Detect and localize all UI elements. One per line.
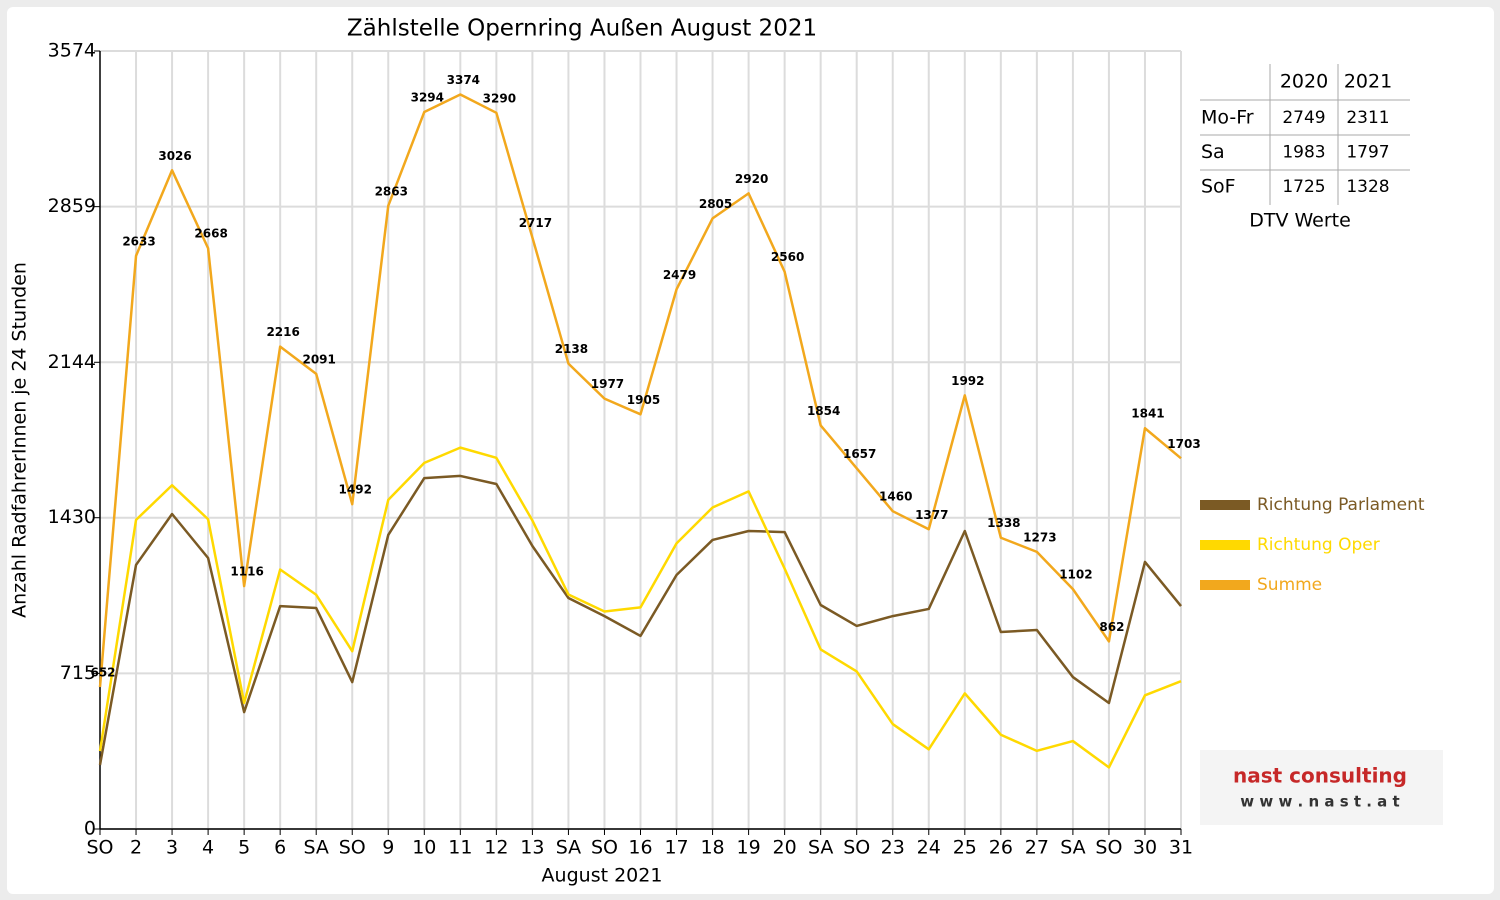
data-label: 862 — [1099, 620, 1124, 634]
y-axis-title: Anzahl RadfahrerInnen je 24 Stunden — [9, 262, 31, 618]
data-label: 652 — [90, 666, 115, 680]
x-tick-label: 3 — [166, 837, 178, 859]
data-label: 1273 — [1023, 530, 1056, 544]
x-tick-label: 10 — [412, 837, 436, 859]
table-header: 2021 — [1344, 71, 1392, 93]
x-tick-label: 23 — [881, 837, 905, 859]
series-line — [98, 474, 1182, 766]
panel — [7, 7, 1494, 894]
data-label: 1854 — [807, 404, 840, 418]
legend-label: Summe — [1257, 575, 1322, 595]
table-row-label: SoF — [1201, 176, 1236, 198]
data-label: 2138 — [555, 342, 588, 356]
data-label: 1977 — [591, 377, 624, 391]
table-caption: DTV Werte — [1249, 210, 1351, 232]
table-cell: 1328 — [1346, 177, 1389, 197]
data-label: 2717 — [519, 216, 552, 230]
data-label: 1492 — [339, 483, 372, 497]
legend-swatch — [1200, 540, 1250, 550]
x-tick-label: 5 — [238, 837, 250, 859]
x-tick-label: 6 — [274, 837, 286, 859]
legend-swatch — [1200, 580, 1250, 590]
y-tick-label: 0 — [84, 818, 96, 840]
data-label: 1338 — [987, 516, 1020, 530]
data-label: 1377 — [915, 508, 948, 522]
data-label: 1905 — [627, 393, 660, 407]
data-label: 1102 — [1059, 568, 1092, 582]
x-tick-label: 30 — [1133, 837, 1157, 859]
x-axis-title: August 2021 — [542, 865, 663, 887]
x-tick-label: SO — [591, 837, 618, 859]
x-tick-label: 24 — [917, 837, 941, 859]
x-tick-label: SA — [556, 837, 581, 859]
table-cell: 1725 — [1282, 177, 1325, 197]
data-label: 3026 — [158, 149, 191, 163]
dtv-table: DTV Werte — [1200, 64, 1410, 232]
x-tick-label: SO — [86, 837, 113, 859]
y-tick-label: 1430 — [48, 506, 96, 528]
legend-label: Richtung Parlament — [1257, 495, 1425, 515]
data-label: 1116 — [230, 565, 263, 579]
data-label: 1657 — [843, 447, 876, 461]
x-tick-label: SO — [339, 837, 366, 859]
legend-label: Richtung Oper — [1257, 535, 1380, 555]
data-label: 2633 — [122, 234, 155, 248]
x-tick-label: 27 — [1025, 837, 1049, 859]
table-row-label: Sa — [1201, 141, 1225, 163]
y-tick-label: 715 — [60, 662, 96, 684]
y-tick-label: 2144 — [48, 351, 96, 373]
y-tick-label: 3574 — [48, 40, 96, 62]
chart-title: Zählstelle Opernring Außen August 2021 — [347, 16, 817, 42]
x-tick-label: SA — [1060, 837, 1085, 859]
x-tick-label: 16 — [628, 837, 652, 859]
x-tick-label: 13 — [520, 837, 544, 859]
table-cell: 1797 — [1346, 143, 1389, 163]
x-tick-label: SO — [843, 837, 870, 859]
table-cell: 2749 — [1282, 108, 1325, 128]
logo-url: w w w . n a s t . a t — [1240, 793, 1399, 811]
data-label: 1992 — [951, 374, 984, 388]
table-cell: 2311 — [1346, 108, 1389, 128]
table-cell: 1983 — [1282, 143, 1325, 163]
data-label: 2863 — [375, 184, 408, 198]
legend-swatch — [1200, 500, 1250, 510]
data-label: 1841 — [1131, 407, 1164, 421]
x-tick-label: 4 — [202, 837, 214, 859]
logo-name: nast consulting — [1233, 764, 1407, 788]
x-tick-label: 18 — [700, 837, 724, 859]
x-tick-label: 11 — [448, 837, 472, 859]
data-label: 3294 — [411, 90, 444, 104]
data-label: 2668 — [194, 227, 227, 241]
x-tick-label: SA — [303, 837, 328, 859]
x-tick-label: 19 — [737, 837, 761, 859]
data-label: 2805 — [699, 197, 732, 211]
x-tick-label: SO — [1095, 837, 1122, 859]
data-label: 3290 — [483, 91, 516, 105]
table-row-label: Mo-Fr — [1201, 107, 1254, 129]
data-label: 1703 — [1167, 437, 1200, 451]
data-label: 2479 — [663, 268, 696, 282]
y-tick-label: 2859 — [48, 195, 96, 217]
data-label: 1460 — [879, 490, 912, 504]
x-tick-label: SA — [808, 837, 833, 859]
series-line — [98, 93, 1182, 688]
x-tick-label: 31 — [1169, 837, 1193, 859]
data-label: 2091 — [302, 352, 335, 366]
data-label: 2920 — [735, 172, 768, 186]
series-line — [98, 446, 1182, 769]
x-tick-label: 17 — [664, 837, 688, 859]
x-tick-label: 2 — [130, 837, 142, 859]
x-tick-label: 25 — [953, 837, 977, 859]
table-header: 2020 — [1280, 71, 1328, 93]
logo-box — [1200, 750, 1443, 825]
data-label: 3374 — [447, 73, 480, 87]
x-tick-label: 20 — [773, 837, 797, 859]
x-tick-label: 9 — [382, 837, 394, 859]
data-label: 2560 — [771, 250, 804, 264]
data-label: 2216 — [266, 325, 299, 339]
x-tick-label: 12 — [484, 837, 508, 859]
x-tick-label: 26 — [989, 837, 1013, 859]
